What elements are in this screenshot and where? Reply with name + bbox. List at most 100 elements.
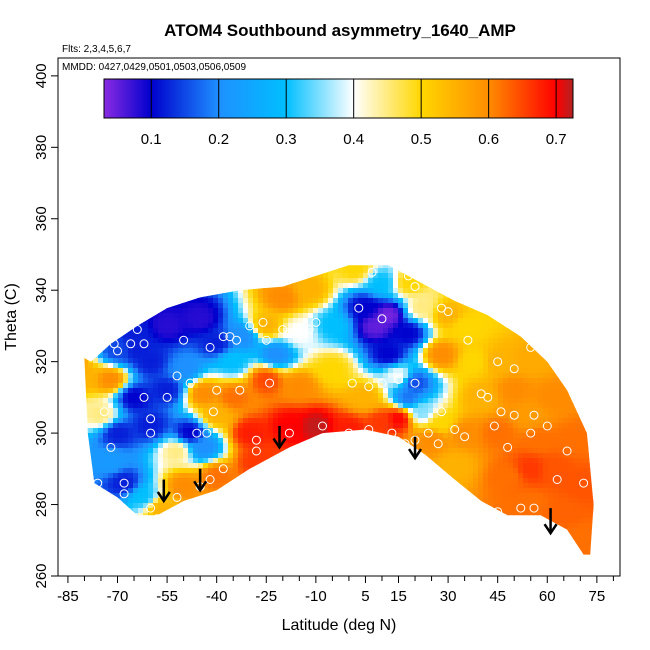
heatmap-cell (78, 503, 84, 509)
heatmap-cell (123, 248, 129, 254)
heatmap-cell (163, 548, 169, 554)
heatmap-cell (263, 348, 269, 354)
heatmap-cell (198, 153, 204, 159)
heatmap-cell (278, 258, 284, 264)
heatmap-cell (83, 128, 89, 134)
heatmap-cell (268, 313, 274, 319)
heatmap-cell (288, 223, 294, 229)
heatmap-cell (293, 448, 299, 454)
heatmap-cell (58, 353, 64, 359)
heatmap-cell (188, 353, 194, 359)
heatmap-cell (88, 363, 94, 369)
heatmap-cell (248, 253, 254, 259)
heatmap-cell (123, 403, 129, 409)
heatmap-cell (93, 218, 99, 224)
heatmap-cell (228, 343, 234, 349)
heatmap-cell (158, 158, 164, 164)
heatmap-cell (103, 213, 109, 219)
heatmap-cell (183, 508, 189, 514)
heatmap-cell (58, 193, 64, 199)
heatmap-cell (138, 173, 144, 179)
heatmap-cell (203, 528, 209, 534)
heatmap-cell (123, 363, 129, 369)
heatmap-cell (103, 358, 109, 364)
heatmap-cell (258, 158, 264, 164)
heatmap-cell (278, 518, 284, 524)
heatmap-cell (93, 528, 99, 534)
heatmap-cell (83, 138, 89, 144)
heatmap-cell (78, 323, 84, 329)
heatmap-cell (253, 458, 259, 464)
heatmap-cell (58, 83, 64, 89)
heatmap-cell (108, 173, 114, 179)
heatmap-cell (93, 238, 99, 244)
heatmap-cell (138, 473, 144, 479)
heatmap-cell (178, 188, 184, 194)
heatmap-cell (233, 348, 239, 354)
heatmap-cell (178, 313, 184, 319)
heatmap-cell (243, 118, 249, 124)
heatmap-cell (228, 528, 234, 534)
heatmap-cell (63, 313, 69, 319)
heatmap-cell (293, 383, 299, 389)
heatmap-cell (153, 563, 159, 569)
heatmap-cell (268, 533, 274, 539)
heatmap-cell (193, 398, 199, 404)
heatmap-cell (198, 558, 204, 564)
heatmap-cell (188, 298, 194, 304)
heatmap-cell (68, 278, 74, 284)
heatmap-cell (123, 143, 129, 149)
heatmap-cell (93, 188, 99, 194)
heatmap-cell (218, 173, 224, 179)
heatmap-cell (243, 378, 249, 384)
heatmap-cell (98, 448, 104, 454)
heatmap-cell (278, 208, 284, 214)
heatmap-cell (248, 293, 254, 299)
heatmap-cell (98, 313, 104, 319)
heatmap-cell (163, 358, 169, 364)
heatmap-cell (103, 568, 109, 574)
heatmap-cell (288, 318, 294, 324)
heatmap-cell (68, 118, 74, 124)
heatmap-cell (223, 453, 229, 459)
heatmap-cell (293, 433, 299, 439)
heatmap-cell (103, 403, 109, 409)
heatmap-cell (113, 328, 119, 334)
heatmap-cell (98, 108, 104, 114)
heatmap-cell (288, 63, 294, 69)
heatmap-cell (203, 288, 209, 294)
heatmap-cell (228, 268, 234, 274)
heatmap-cell (88, 158, 94, 164)
heatmap-cell (143, 478, 149, 484)
heatmap-cell (103, 443, 109, 449)
heatmap-cell (78, 563, 84, 569)
heatmap-cell (78, 438, 84, 444)
heatmap-cell (203, 418, 209, 424)
heatmap-cell (278, 438, 284, 444)
heatmap-cell (143, 373, 149, 379)
heatmap-cell (68, 388, 74, 394)
heatmap-cell (88, 388, 94, 394)
heatmap-cell (293, 288, 299, 294)
heatmap-cell (258, 423, 264, 429)
heatmap-cell (113, 258, 119, 264)
heatmap-cell (183, 463, 189, 469)
heatmap-cell (173, 363, 179, 369)
heatmap-cell (253, 473, 259, 479)
heatmap-cell (198, 518, 204, 524)
heatmap-cell (88, 408, 94, 414)
heatmap-cell (268, 368, 274, 374)
heatmap-cell (68, 128, 74, 134)
heatmap-cell (263, 63, 269, 69)
heatmap-cell (73, 368, 79, 374)
heatmap-cell (123, 498, 129, 504)
heatmap-cell (128, 303, 134, 309)
heatmap-cell (153, 433, 159, 439)
heatmap-cell (63, 438, 69, 444)
heatmap-cell (283, 478, 289, 484)
heatmap-cell (288, 343, 294, 349)
heatmap-cell (153, 148, 159, 154)
heatmap-cell (113, 368, 119, 374)
heatmap-cell (193, 163, 199, 169)
heatmap-cell (203, 283, 209, 289)
